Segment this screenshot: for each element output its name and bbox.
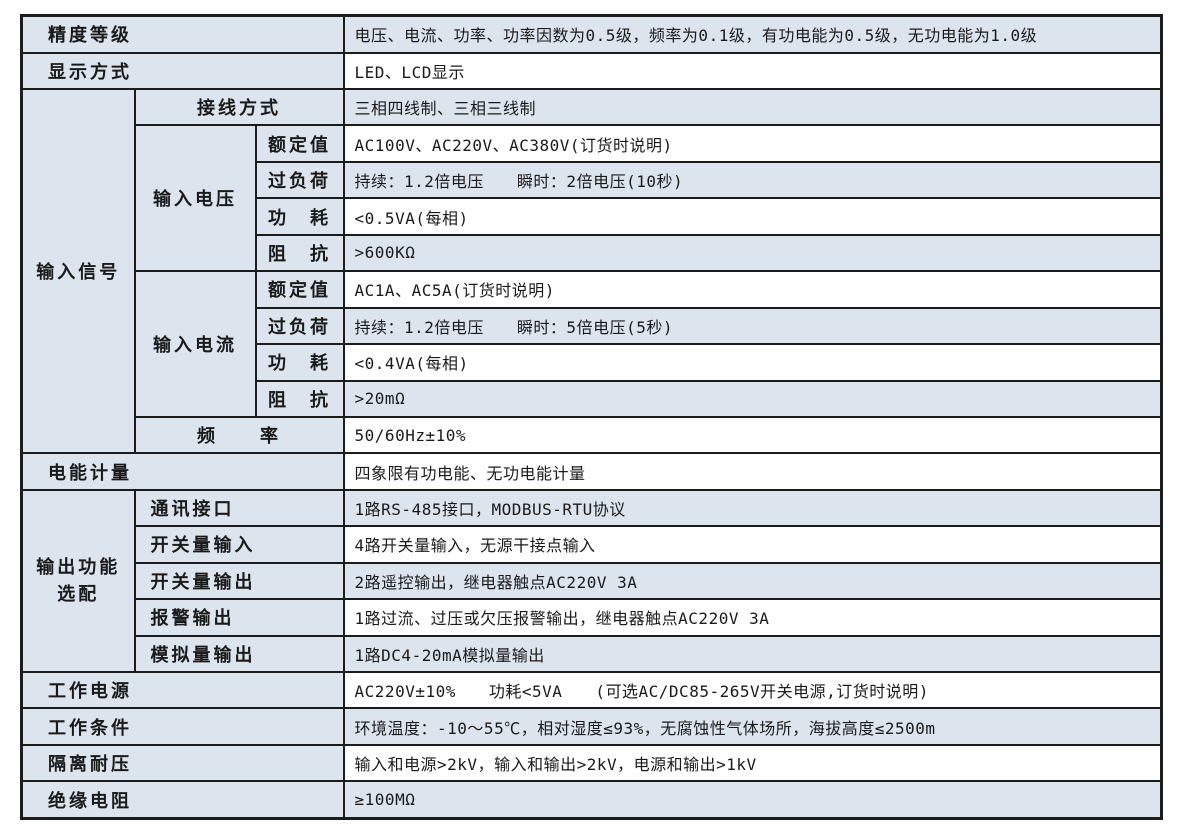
voltage-rated-label: 额定值 <box>254 124 345 163</box>
digital-output-label: 开关量输出 <box>133 561 345 601</box>
wiring-label: 接线方式 <box>133 88 345 127</box>
current-power-label: 功 耗 <box>254 343 345 382</box>
digital-input-value: 4路开关量输入，无源干接点输入 <box>342 525 1163 564</box>
input-voltage-group-label: 输入电压 <box>133 124 257 273</box>
frequency-label: 频 率 <box>133 415 345 455</box>
frequency-value: 50/60Hz±10% <box>342 415 1163 455</box>
voltage-overload-label: 过负荷 <box>254 160 345 200</box>
spec-table: 精度等级 电压、电流、功率、功率因数为0.5级，频率为0.1级，有功电能为0.5… <box>20 14 1164 820</box>
alarm-output-label: 报警输出 <box>133 598 345 637</box>
input-signal-group-label: 输入信号 <box>20 88 136 455</box>
comm-port-label: 通讯接口 <box>133 488 345 528</box>
display-value: LED、LCD显示 <box>342 51 1163 91</box>
insulation-resistance-label: 绝缘电阻 <box>20 780 345 820</box>
power-supply-label: 工作电源 <box>20 671 345 710</box>
voltage-power-label: 功 耗 <box>254 197 345 236</box>
digital-output-value: 2路遥控输出，继电器触点AC220V 3A <box>342 561 1163 601</box>
current-impedance-label: 阻 抗 <box>254 379 345 418</box>
current-overload-value: 持续：1.2倍电压 瞬时：5倍电压(5秒) <box>342 306 1163 346</box>
digital-input-label: 开关量输入 <box>133 525 345 564</box>
energy-metering-label: 电能计量 <box>20 452 345 491</box>
voltage-overload-value: 持续：1.2倍电压 瞬时：2倍电压(10秒) <box>342 160 1163 200</box>
analog-output-value: 1路DC4-20mA模拟量输出 <box>342 634 1163 674</box>
accuracy-label: 精度等级 <box>20 14 345 54</box>
isolation-voltage-label: 隔离耐压 <box>20 743 345 783</box>
current-rated-label: 额定值 <box>254 270 345 309</box>
alarm-output-value: 1路过流、过压或欠压报警输出，继电器触点AC220V 3A <box>342 598 1163 637</box>
insulation-resistance-value: ≥100MΩ <box>342 780 1163 820</box>
current-rated-value: AC1A、AC5A(订货时说明) <box>342 270 1163 309</box>
energy-metering-value: 四象限有功电能、无功电能计量 <box>342 452 1163 491</box>
input-current-group-label: 输入电流 <box>133 270 257 418</box>
isolation-voltage-value: 输入和电源>2kV，输入和输出>2kV，电源和输出>1kV <box>342 743 1163 783</box>
display-label: 显示方式 <box>20 51 345 91</box>
current-overload-label: 过负荷 <box>254 306 345 346</box>
current-power-value: <0.4VA(每相) <box>342 343 1163 382</box>
voltage-impedance-label: 阻 抗 <box>254 233 345 273</box>
comm-port-value: 1路RS-485接口，MODBUS-RTU协议 <box>342 488 1163 528</box>
voltage-impedance-value: >600KΩ <box>342 233 1163 273</box>
output-options-group-label: 输出功能 选配 <box>20 488 136 674</box>
power-supply-value: AC220V±10% 功耗<5VA (可选AC/DC85-265V开关电源,订货… <box>342 671 1163 710</box>
accuracy-value: 电压、电流、功率、功率因数为0.5级，频率为0.1级，有功电能为0.5级，无功电… <box>342 14 1163 54</box>
wiring-value: 三相四线制、三相三线制 <box>342 88 1163 127</box>
analog-output-label: 模拟量输出 <box>133 634 345 674</box>
current-impedance-value: >20mΩ <box>342 379 1163 418</box>
voltage-power-value: <0.5VA(每相) <box>342 197 1163 236</box>
working-conditions-label: 工作条件 <box>20 707 345 746</box>
voltage-rated-value: AC100V、AC220V、AC380V(订货时说明) <box>342 124 1163 163</box>
working-conditions-value: 环境温度：-10～55℃，相对湿度≤93%，无腐蚀性气体场所，海拔高度≤2500… <box>342 707 1163 746</box>
